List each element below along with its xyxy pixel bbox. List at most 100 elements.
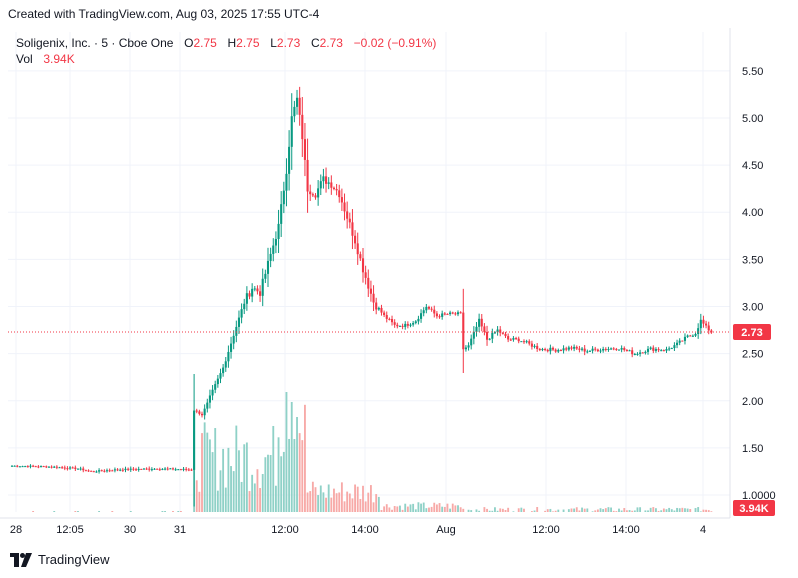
volume-bar xyxy=(567,509,570,512)
chart-legend: Soligenix, Inc. · 5 · Cboe One O2.75 H2.… xyxy=(16,35,436,67)
price-chart[interactable]: 5.50 5.00 4.50 4.00 3.50 3.00 2.50 2.00 1.50 1.00… xyxy=(0,28,798,548)
volume-bar xyxy=(435,504,438,512)
volume-bar xyxy=(325,497,327,512)
last-price-tag[interactable] xyxy=(733,323,771,340)
candle-body xyxy=(361,258,365,273)
volume-bar xyxy=(327,484,330,512)
candle-body xyxy=(340,197,343,203)
candle-body xyxy=(179,469,182,471)
x-tick-label: 30 xyxy=(124,524,136,536)
volume-bar xyxy=(372,502,375,512)
volume-bar xyxy=(391,509,393,512)
volume-bar xyxy=(699,511,702,512)
candle-body xyxy=(61,467,64,469)
candle-body xyxy=(266,260,270,274)
candle-body xyxy=(369,288,372,294)
volume-bar xyxy=(467,509,470,512)
candle-body xyxy=(87,470,90,472)
candle-body xyxy=(346,211,349,219)
volume-bar xyxy=(554,510,557,512)
candle-body xyxy=(200,413,204,416)
volume-bar xyxy=(657,510,660,512)
volume-bar xyxy=(330,497,333,512)
volume-bar xyxy=(430,506,433,512)
candle-body xyxy=(187,469,190,471)
candle-body xyxy=(293,106,296,117)
candle-body xyxy=(541,348,544,351)
candle-body xyxy=(253,288,256,290)
volume-bar xyxy=(670,509,673,512)
candle-body xyxy=(37,466,40,468)
candle-body xyxy=(499,329,502,333)
chart-frame[interactable]: 5.50 5.00 4.50 4.00 3.50 3.00 2.50 2.00 1.50 1.00… xyxy=(0,28,798,548)
candle-body xyxy=(116,469,119,471)
y-tick-label: 2.50 xyxy=(742,349,763,361)
volume-bar xyxy=(248,491,251,512)
candle-body xyxy=(98,470,101,472)
candle-body xyxy=(390,319,394,323)
candle-body xyxy=(383,312,386,316)
candle-body xyxy=(393,322,396,325)
tradingview-brand[interactable]: TradingView xyxy=(10,552,110,567)
candle-body xyxy=(528,341,531,344)
candle-body xyxy=(515,338,518,340)
volume-bar xyxy=(483,507,486,512)
candle-body xyxy=(496,329,499,333)
volume-bar xyxy=(610,507,612,512)
volume-bar xyxy=(681,507,684,512)
volume-bar xyxy=(232,471,235,512)
volume-bar xyxy=(552,511,554,512)
volume-bar xyxy=(678,508,681,512)
candle-body xyxy=(615,348,618,350)
y-tick-label: 5.50 xyxy=(742,66,763,78)
candle-body xyxy=(290,116,293,147)
candle-body xyxy=(227,351,230,362)
candle-body xyxy=(50,466,53,468)
brand-name: TradingView xyxy=(38,552,110,567)
legend-high-value: 2.75 xyxy=(236,36,260,50)
candle-body xyxy=(559,349,562,351)
volume-bar xyxy=(216,490,219,512)
candle-body xyxy=(84,470,87,472)
candle-body xyxy=(633,353,636,355)
candle-body xyxy=(111,470,114,472)
candle-body xyxy=(145,468,148,470)
volume-bar xyxy=(530,511,533,512)
candle-body xyxy=(565,348,568,350)
candle-body xyxy=(156,468,159,470)
last-volume-tag[interactable] xyxy=(733,500,775,516)
volume-bar xyxy=(238,450,240,512)
volume-bar xyxy=(665,509,668,512)
candle-body xyxy=(462,312,465,350)
candle-body xyxy=(29,465,32,467)
volume-bar xyxy=(660,510,663,512)
volume-bar xyxy=(639,507,642,512)
candle-body xyxy=(127,468,130,470)
volume-bar xyxy=(269,455,272,512)
legend-symbol[interactable]: Soligenix, Inc. · 5 · Cboe One xyxy=(16,36,174,50)
volume-bar xyxy=(488,510,491,512)
candle-body xyxy=(623,348,626,351)
candle-body xyxy=(694,333,697,336)
candle-body xyxy=(113,469,116,471)
candle-body xyxy=(319,181,322,189)
volume-bar xyxy=(343,501,346,512)
legend-volume-key[interactable]: Vol xyxy=(16,52,33,66)
volume-bar xyxy=(235,425,238,512)
volume-bar xyxy=(633,510,636,512)
volume-bar xyxy=(662,508,665,512)
candle-body xyxy=(678,340,681,343)
candle-body xyxy=(348,218,351,223)
legend-open-key: O xyxy=(184,36,194,50)
candle-body xyxy=(134,469,138,471)
candle-body xyxy=(330,182,333,188)
candle-body xyxy=(409,324,412,326)
candle-body xyxy=(673,345,676,349)
volume-bar xyxy=(333,488,335,512)
volume-bar xyxy=(591,511,594,512)
candle-body xyxy=(636,353,639,355)
volume-bar xyxy=(285,392,288,512)
volume-bar xyxy=(443,506,446,512)
candle-body xyxy=(235,326,238,336)
candle-body xyxy=(660,350,663,352)
